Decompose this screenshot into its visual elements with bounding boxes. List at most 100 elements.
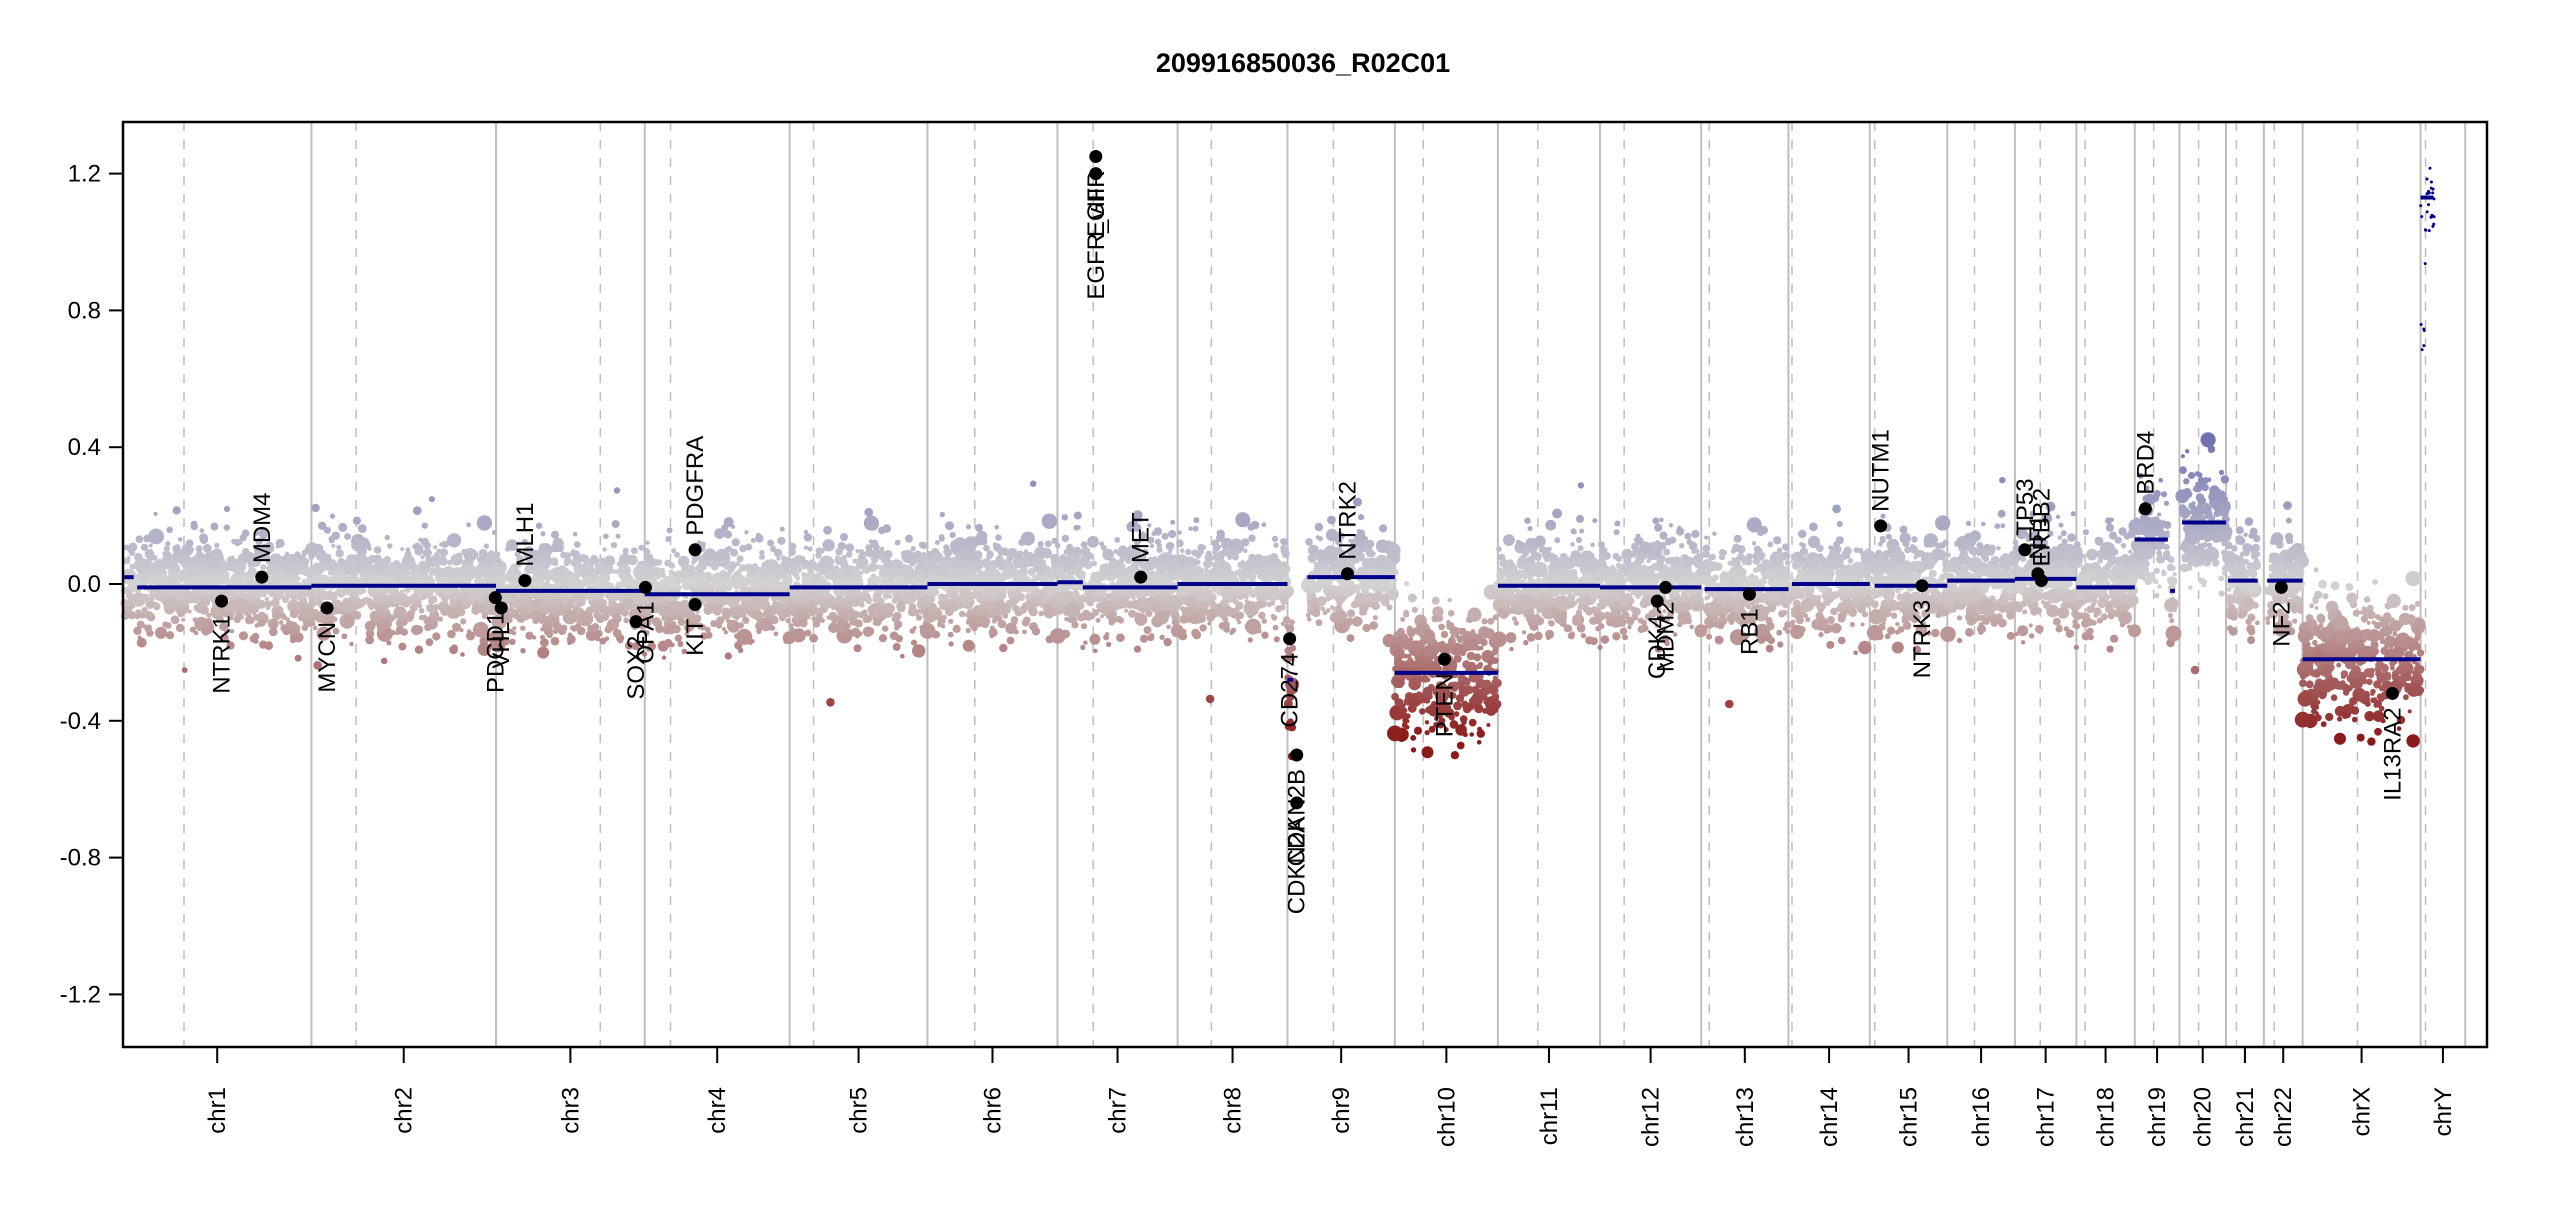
probe-point: [901, 551, 907, 557]
probe-point: [162, 551, 166, 555]
probe-point: [1074, 512, 1082, 520]
probe-point: [941, 620, 945, 624]
probe-point: [1105, 593, 1114, 602]
probe-point: [620, 579, 627, 586]
probe-point: [1055, 543, 1061, 549]
probe-point: [1166, 625, 1171, 630]
probe-point: [1022, 630, 1027, 635]
probe-point: [1176, 564, 1181, 569]
probe-point: [1011, 616, 1019, 624]
probe-point: [1206, 695, 1215, 704]
probe-point: [731, 525, 735, 529]
probe-point: [1457, 742, 1465, 750]
probe-point: [435, 555, 442, 562]
probe-point: [617, 603, 624, 610]
probe-point: [1159, 635, 1164, 640]
probe-point: [474, 579, 478, 583]
probe-point: [308, 600, 316, 608]
probe-point: [472, 606, 478, 612]
probe-point: [445, 576, 453, 584]
probe-point: [272, 612, 281, 621]
probe-point: [333, 600, 342, 609]
probe-point: [127, 606, 133, 612]
probe-point: [1213, 544, 1218, 549]
probe-point: [154, 512, 158, 516]
probe-point: [467, 629, 472, 634]
probe-point: [665, 536, 671, 542]
probe-point: [1154, 527, 1162, 535]
probe-point: [854, 644, 862, 652]
probe-point: [365, 573, 369, 577]
probe-point: [1168, 530, 1176, 538]
probe-point: [239, 593, 243, 597]
probe-point: [1283, 550, 1288, 555]
probe-point: [477, 515, 492, 530]
probe-point: [400, 547, 404, 551]
probe-point: [182, 667, 188, 673]
probe-point: [825, 573, 832, 580]
probe-point: [928, 557, 932, 561]
probe-point: [554, 583, 559, 588]
probe-point: [985, 570, 991, 576]
probe-point: [603, 533, 609, 539]
probe-point: [1451, 751, 1459, 759]
probe-point: [405, 600, 411, 606]
probe-point: [555, 567, 562, 574]
probe-point: [294, 565, 300, 571]
probe-point: [290, 622, 298, 630]
probe-point: [935, 540, 940, 545]
probe-point: [679, 605, 687, 613]
probe-point: [670, 643, 675, 648]
probe-point: [1064, 617, 1069, 622]
probe-point: [254, 614, 259, 619]
probe-point: [562, 612, 566, 616]
probe-point: [320, 559, 325, 564]
probe-point: [986, 554, 992, 560]
probe-point: [311, 547, 319, 555]
probe-point: [920, 582, 924, 586]
probe-point: [376, 609, 382, 615]
probe-point: [992, 618, 997, 623]
probe-point: [328, 563, 333, 568]
probe-point: [554, 573, 560, 579]
probe-point: [1193, 517, 1199, 523]
probe-point: [767, 611, 772, 616]
probe-point: [976, 534, 987, 545]
probe-point: [998, 620, 1007, 629]
probe-point: [282, 627, 290, 635]
probe-point: [552, 598, 560, 606]
probe-point: [863, 566, 871, 574]
probe-point: [131, 592, 146, 607]
probe-point: [133, 627, 141, 635]
probe-point: [1168, 550, 1172, 554]
probe-point: [1007, 637, 1015, 645]
probe-point: [1306, 613, 1311, 618]
probe-point: [1115, 602, 1120, 607]
probe-point: [730, 549, 738, 557]
probe-point: [193, 617, 198, 622]
probe-point: [587, 565, 594, 572]
probe-point: [154, 592, 162, 600]
probe-point: [521, 609, 527, 615]
probe-point: [393, 606, 407, 620]
probe-point: [168, 597, 178, 607]
probe-point: [900, 654, 905, 659]
probe-point: [933, 609, 939, 615]
probe-point: [864, 508, 873, 517]
probe-point: [234, 539, 241, 546]
probe-point: [879, 634, 887, 642]
probe-point: [1226, 607, 1234, 615]
probe-point: [1335, 588, 1340, 593]
probe-point: [869, 610, 875, 616]
probe-point: [329, 536, 335, 542]
probe-point: [346, 579, 351, 584]
probe-point: [484, 544, 489, 549]
probe-point: [1187, 572, 1192, 577]
probe-point: [700, 579, 706, 585]
probe-point: [820, 618, 825, 623]
probe-point: [970, 567, 976, 573]
probe-point: [700, 542, 706, 548]
probe-point: [675, 635, 682, 642]
probe-point: [525, 594, 530, 599]
probe-point: [1391, 569, 1398, 576]
